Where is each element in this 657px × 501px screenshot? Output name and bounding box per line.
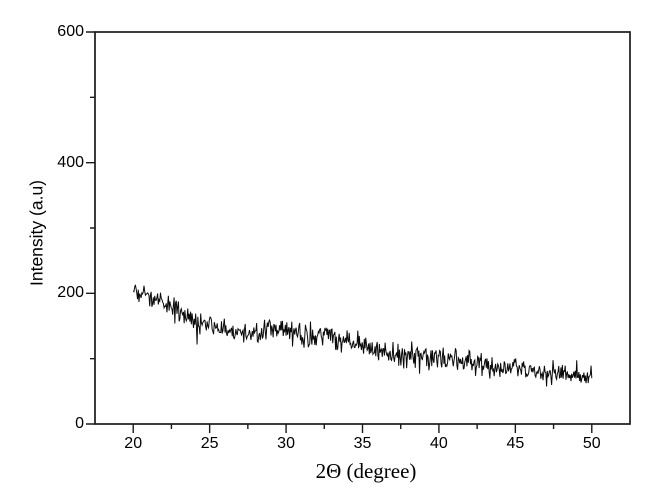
x-tick-label: 45 bbox=[506, 435, 525, 452]
y-tick-label: 200 bbox=[57, 284, 84, 302]
y-tick-label: 0 bbox=[75, 415, 84, 432]
x-axis-title: 2Θ (degree) bbox=[315, 459, 417, 483]
y-tick-label: 600 bbox=[57, 23, 84, 40]
xrd-trace bbox=[132, 284, 593, 387]
y-tick-label: 400 bbox=[57, 153, 84, 171]
x-tick-label: 20 bbox=[124, 435, 143, 452]
x-tick-label: 35 bbox=[353, 435, 372, 452]
x-tick-label: 40 bbox=[430, 435, 448, 452]
tick-marks bbox=[86, 31, 593, 433]
y-axis-title: Intensity (a.u) bbox=[26, 179, 47, 287]
x-tick-label: 30 bbox=[277, 435, 295, 452]
x-tick-label: 25 bbox=[200, 435, 219, 452]
x-tick-label: 50 bbox=[582, 435, 601, 452]
plot-frame bbox=[94, 31, 631, 425]
